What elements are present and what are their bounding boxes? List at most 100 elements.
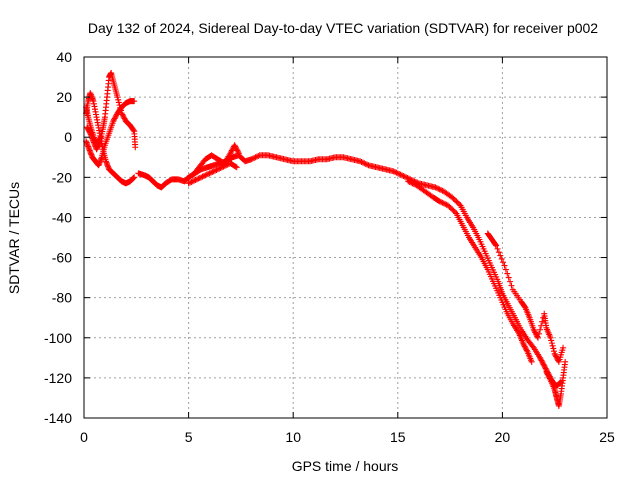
data-point [562,358,569,365]
data-point [357,158,364,165]
y-axis-label: SDTVAR / TECUs [6,182,22,294]
data-point [551,348,558,355]
data-point [255,152,262,159]
data-point [406,179,413,186]
data-point [394,170,401,177]
data-point [130,175,137,182]
data-point [405,178,412,185]
data-point [551,350,558,357]
data-point [500,259,507,266]
data-point [522,344,529,351]
data-point [436,186,443,193]
data-point [547,334,554,341]
data-point [202,172,209,179]
data-point [438,199,445,206]
data-point [552,352,559,359]
data-point [505,274,512,281]
data-point [213,166,220,173]
series-tail [543,358,569,409]
data-point [404,175,411,182]
data-point [235,150,242,157]
x-tick-label: 15 [390,429,406,445]
data-point [249,155,256,162]
data-point [361,160,368,167]
x-tick-label: 25 [599,429,615,445]
data-point [502,266,509,273]
data-point [521,342,528,349]
data-point [205,170,212,177]
data-point [549,342,556,349]
data-point [442,201,449,208]
data-point [542,365,549,372]
x-tick-label: 10 [285,429,301,445]
data-point [501,262,508,269]
data-point [507,278,514,285]
data-point [528,358,535,365]
data-point [112,114,119,121]
data-point [536,330,543,337]
data-point [200,172,207,179]
data-point [454,199,461,206]
data-point [450,207,457,214]
chart-title: Day 132 of 2024, Sidereal Day-to-day VTE… [88,20,598,36]
data-point [233,146,240,153]
data-point [445,202,452,209]
data-point [110,116,117,123]
data-point [493,242,500,249]
data-point [523,347,530,354]
data-point [253,153,260,160]
data-point [188,179,195,186]
data-point [555,357,562,364]
data-point [193,176,200,183]
data-point [120,112,127,119]
data-point [212,167,219,174]
data-point [438,187,445,194]
data-point [449,206,456,213]
data-point [195,175,202,182]
data-point [530,326,537,333]
data-point [233,144,240,151]
data-point [523,346,530,353]
data-point [210,168,217,175]
y-tick-label: 20 [56,89,72,105]
data-point [189,178,196,185]
data-point [232,143,239,150]
data-point [537,326,544,333]
data-point [398,172,405,179]
data-point [400,172,407,179]
data-point [440,200,447,207]
data-point [216,165,223,172]
x-tick-label: 20 [495,429,511,445]
y-tick-label: -20 [52,169,72,185]
data-point [130,127,137,134]
data-point [235,148,242,155]
data-point [199,173,206,180]
data-point [447,205,454,212]
data-point [436,198,443,205]
data-point [191,177,198,184]
data-point [196,175,203,182]
data-point [401,173,408,180]
y-tick-label: -40 [52,209,72,225]
data-point [433,185,440,192]
y-tick-label: -100 [44,330,72,346]
y-tick-label: -80 [52,290,72,306]
grid [84,57,607,418]
data-point [405,175,412,182]
data-point [504,270,511,277]
series-arc-c [83,98,138,169]
data-point [435,185,442,192]
data-point [531,328,538,335]
x-axis-label: GPS time / hours [292,458,399,474]
data-point [110,118,117,125]
data-point [492,241,499,248]
data-point [114,94,121,101]
data-point [221,162,228,169]
data-point [251,154,258,161]
data-point [113,112,120,119]
y-tick-label: 40 [56,49,72,65]
data-point [538,357,545,364]
data-point [390,168,397,175]
data-point [521,343,528,350]
series-main [135,152,564,389]
